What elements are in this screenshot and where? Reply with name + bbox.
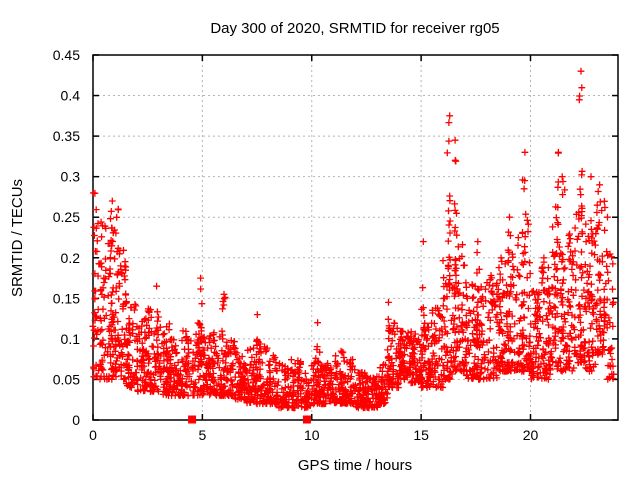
y-tick-label: 0.3 (61, 169, 81, 185)
y-tick-label: 0.15 (53, 290, 80, 306)
srmtid-plus-markers (89, 67, 617, 412)
y-tick-label: 0.25 (53, 209, 80, 225)
flag-square-marker (188, 415, 197, 424)
tick-labels: 0 0.05 0.1 0.15 0.2 0.25 0.3 0.35 0.4 0.45 0 5 10 15 2… (53, 47, 539, 443)
axes-and-ticks (92, 54, 619, 421)
y-tick-label: 0.45 (53, 47, 80, 63)
y-tick-label: 0.05 (53, 371, 80, 387)
y-tick-label: 0 (72, 412, 80, 428)
x-tick-label: 0 (89, 427, 97, 443)
x-tick-label: 15 (413, 427, 429, 443)
grid-lines (93, 55, 618, 420)
x-axis-label: GPS time / hours (298, 457, 412, 474)
data-points-layer (89, 67, 617, 424)
y-tick-label: 0.1 (61, 331, 81, 347)
y-tick-label: 0.2 (61, 250, 81, 266)
flag-square-marker (302, 415, 311, 424)
x-tick-label: 10 (304, 427, 320, 443)
x-tick-label: 5 (198, 427, 206, 443)
y-tick-label: 0.35 (53, 128, 80, 144)
y-axis-label: SRMTID / TECUs (9, 179, 26, 297)
x-tick-label: 20 (523, 427, 539, 443)
y-tick-label: 0.4 (61, 88, 81, 104)
plot-border (92, 54, 619, 421)
chart-title: Day 300 of 2020, SRMTID for receiver rg0… (210, 20, 499, 37)
